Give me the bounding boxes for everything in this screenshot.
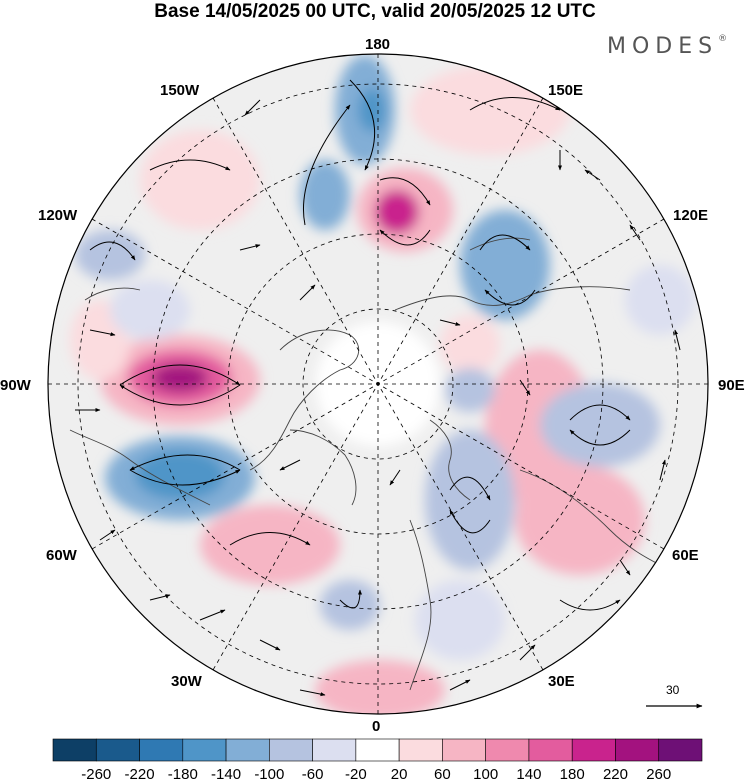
colorbar-bin <box>571 738 616 762</box>
brand-logo: MODES® <box>607 33 728 59</box>
colorbar-bin <box>485 738 530 762</box>
colorbar-bin <box>312 738 357 762</box>
colorbar-tick-label: -60 <box>301 766 324 783</box>
lon-label-30e: 30E <box>548 673 575 690</box>
colorbar-tick-label: 260 <box>646 766 672 783</box>
colorbar-bin <box>225 738 270 762</box>
colorbar-bin <box>658 738 703 762</box>
wind-vectors <box>75 79 681 697</box>
colorbar-tick-label: -100 <box>254 766 285 783</box>
colorbar-bin <box>269 738 313 762</box>
lon-label-90w: 90W <box>0 377 31 394</box>
colorbar-tick-label: -220 <box>124 766 155 783</box>
colorbar-bin <box>95 738 140 762</box>
colorbar-tick-label: 60 <box>434 766 451 783</box>
lon-label-150e: 150E <box>548 82 584 99</box>
lon-label-30w: 30W <box>171 673 202 690</box>
colorbar-tick-label: -140 <box>211 766 242 783</box>
colorbar-bin <box>398 738 443 762</box>
colorbar-tick-label: 140 <box>516 766 542 783</box>
lon-label-150w: 150W <box>160 82 200 99</box>
colorbar-tick-label: 220 <box>602 766 628 783</box>
colorbar-tick-label: -180 <box>167 766 198 783</box>
graticule <box>48 54 708 714</box>
lon-label-60e: 60E <box>672 547 699 564</box>
lon-label-90e: 90E <box>718 377 745 394</box>
colorbar-bin <box>182 738 227 762</box>
reference-vector-label: 30 <box>666 683 680 697</box>
colorbar-tick-label: 180 <box>559 766 585 783</box>
colorbar-bin <box>528 738 573 762</box>
colorbar-bin <box>615 738 660 762</box>
colorbar-bin <box>442 738 486 762</box>
lon-label-120e: 120E <box>673 207 709 224</box>
colorbar-tick-label: 20 <box>390 766 408 783</box>
colorbar-bin <box>52 738 97 762</box>
colorbar-tick-label: -20 <box>345 766 367 783</box>
lon-label-120w: 120W <box>38 207 78 224</box>
colorbar-tick-label: -260 <box>81 766 112 783</box>
lon-label-0: 0 <box>372 718 381 735</box>
map-border <box>47 53 709 715</box>
chart-title: Base 14/05/2025 00 UTC, valid 20/05/2025… <box>154 1 596 22</box>
colorbar-bin <box>139 738 184 762</box>
colorbar <box>52 738 703 762</box>
colorbar-tick-label: 100 <box>473 766 499 783</box>
lon-label-60w: 60W <box>46 547 77 564</box>
lon-label-180: 180 <box>365 36 391 53</box>
colorbar-bin <box>355 738 400 762</box>
